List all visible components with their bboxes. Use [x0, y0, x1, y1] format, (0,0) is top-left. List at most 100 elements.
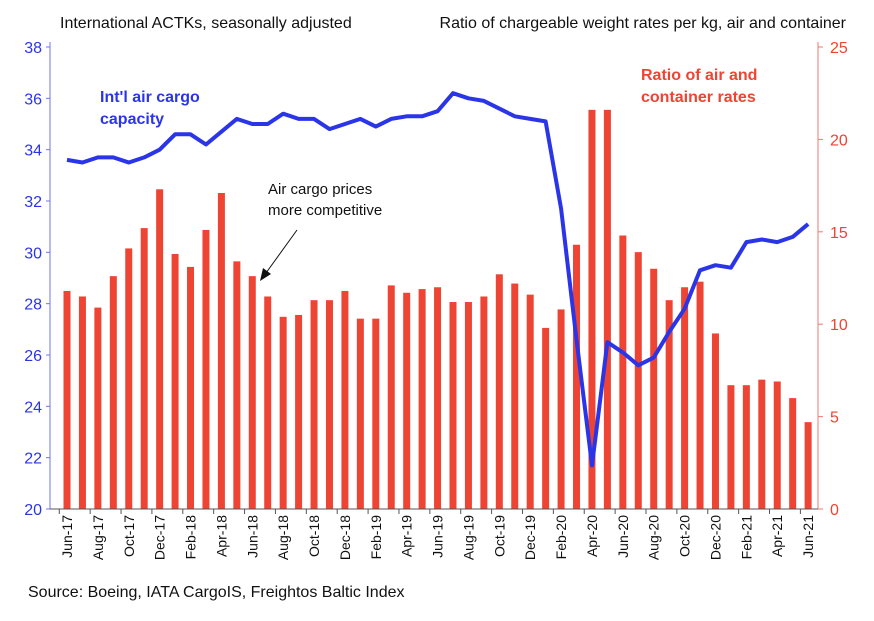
right-tick-label: 0: [830, 502, 839, 519]
bar: [573, 244, 581, 509]
left-tick-label: 30: [24, 245, 42, 262]
left-tick-label: 28: [24, 297, 42, 314]
annotation-arrow: [260, 229, 298, 281]
left-axis-title: International ACTKs, seasonally adjusted: [60, 15, 352, 32]
bar: [434, 287, 442, 509]
x-tick-label: Oct-18: [306, 515, 322, 557]
bar-series-label-2: container rates: [641, 89, 756, 106]
x-tick-label: Apr-20: [584, 515, 600, 557]
line-series-label: Int'l air cargo: [100, 89, 200, 106]
right-axis-title: Ratio of chargeable weight rates per kg,…: [440, 15, 847, 32]
right-tick-label: 20: [830, 132, 848, 149]
right-tick-label: 10: [830, 317, 848, 334]
x-tick-label: Jun-20: [615, 515, 631, 558]
bar: [603, 109, 611, 509]
bar-series-label: Ratio of air and: [641, 67, 757, 84]
bar: [742, 385, 750, 509]
x-tick-label: Aug-19: [460, 515, 476, 560]
line-group: [66, 91, 810, 468]
bar: [171, 253, 179, 509]
bar: [619, 235, 627, 509]
bar: [418, 289, 426, 509]
x-tick-label: Dec-18: [337, 515, 353, 560]
bar: [758, 379, 766, 509]
bar: [202, 229, 210, 509]
bar: [665, 300, 673, 509]
left-tick-label: 36: [24, 91, 42, 108]
bar: [727, 385, 735, 509]
left-tick-label: 22: [24, 451, 42, 468]
bar: [542, 327, 550, 509]
bar: [711, 333, 719, 509]
bar: [696, 281, 704, 509]
x-tick-label: Feb-19: [368, 515, 384, 560]
axes-group: 20 22 24 26 28 30 32 34 36 38 0 5 10 15 20 25 Jun-17 Aug-…: [24, 40, 848, 560]
x-tick-label: Aug-20: [646, 515, 662, 560]
x-tick-label: Aug-18: [275, 515, 291, 560]
bar: [387, 285, 395, 509]
bar: [217, 192, 225, 509]
left-tick-label: 32: [24, 194, 42, 211]
left-tick-label: 20: [24, 502, 42, 519]
bar: [109, 276, 117, 509]
bar: [557, 309, 565, 509]
bar: [187, 266, 195, 509]
x-tick-label: Apr-19: [399, 515, 415, 557]
bar: [526, 294, 534, 509]
capacity-line: [66, 91, 810, 468]
x-tick-label: Aug-17: [90, 515, 106, 560]
annotation-text-2: more competitive: [268, 202, 382, 219]
bar: [295, 314, 303, 509]
bar: [495, 274, 503, 509]
bar: [789, 398, 797, 509]
bar: [248, 276, 256, 509]
x-tick-label: Oct-19: [491, 515, 507, 557]
bar: [94, 307, 102, 509]
left-tick-label: 38: [24, 40, 42, 57]
bar: [310, 300, 318, 509]
bar: [449, 302, 457, 509]
annotation-text: Air cargo prices: [268, 181, 372, 198]
right-tick-label: 25: [830, 40, 848, 57]
bar: [480, 296, 488, 509]
x-tick-label: Jun-18: [244, 515, 260, 558]
bars-group: [63, 109, 812, 510]
bar: [63, 290, 71, 509]
right-tick-label: 15: [830, 225, 848, 242]
bar: [588, 109, 596, 509]
bar: [403, 292, 411, 509]
bar: [464, 302, 472, 509]
source-note: Source: Boeing, IATA CargoIS, Freightos …: [28, 584, 404, 601]
bar: [325, 300, 333, 509]
bar: [372, 318, 380, 509]
bar: [511, 283, 519, 509]
x-tick-label: Apr-21: [769, 515, 785, 557]
bar: [773, 381, 781, 509]
x-tick-label: Oct-20: [677, 515, 693, 557]
bar: [341, 290, 349, 509]
x-tick-label: Jun-19: [430, 515, 446, 558]
left-tick-label: 24: [24, 399, 42, 416]
x-tick-label: Feb-18: [183, 515, 199, 560]
x-tick-label: Oct-17: [121, 515, 137, 557]
bar: [650, 268, 658, 509]
line-series-label-2: capacity: [100, 111, 164, 128]
right-tick-label: 5: [830, 410, 839, 427]
bar: [681, 287, 689, 509]
bar: [804, 422, 812, 509]
bar: [634, 252, 642, 510]
x-tick-label: Dec-20: [707, 515, 723, 560]
x-tick-label: Jun-17: [59, 515, 75, 558]
left-tick-label: 34: [24, 143, 42, 160]
x-tick-label: Dec-17: [152, 515, 168, 560]
bar: [264, 296, 272, 509]
bar: [78, 296, 86, 509]
x-tick-label: Jun-21: [800, 515, 816, 558]
x-tick-label: Dec-19: [522, 515, 538, 560]
bar: [140, 228, 148, 509]
bar: [233, 261, 241, 509]
bar: [279, 316, 287, 509]
x-tick-label: Apr-18: [213, 515, 229, 557]
left-tick-label: 26: [24, 348, 42, 365]
